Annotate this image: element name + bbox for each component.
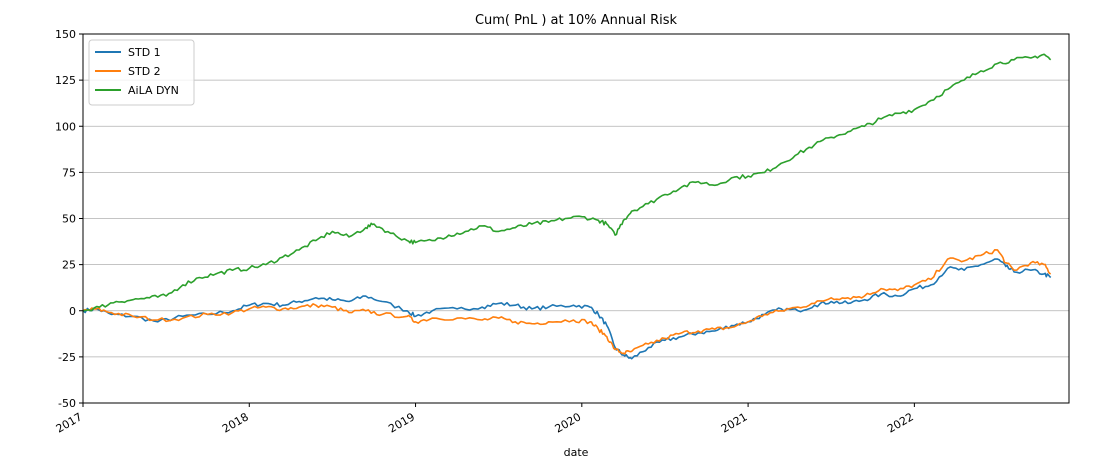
y-tick-label: 150 (55, 28, 76, 41)
x-tick-label: 2019 (386, 410, 417, 435)
y-tick-label: 0 (69, 305, 76, 318)
x-axis: 2017 2018 2019 2020 2021 2022 (54, 403, 916, 436)
legend-label: AiLA DYN (128, 84, 179, 97)
series-layer (83, 53, 1052, 360)
y-tick-label: 75 (62, 166, 76, 179)
y-tick-label: 125 (55, 74, 76, 87)
legend-label: STD 1 (128, 46, 161, 59)
series-line (83, 258, 1052, 360)
y-tick-label: 50 (62, 213, 76, 226)
x-tick-label: 2018 (220, 410, 251, 435)
x-tick-label: 2022 (885, 410, 916, 435)
legend-box (88, 39, 195, 106)
y-tick-label: 100 (55, 120, 76, 133)
y-axis: -50 -25 0 25 50 75 100 125 150 (55, 28, 83, 410)
x-tick-label: 2021 (719, 410, 750, 435)
y-tick-label: -50 (58, 397, 76, 410)
series-line (83, 53, 1052, 312)
series-line (83, 249, 1052, 355)
legend: STD 1 STD 2 AiLA DYN (88, 39, 195, 106)
y-tick-label: 25 (62, 259, 76, 272)
grid (83, 33, 1069, 404)
legend-label: STD 2 (128, 65, 161, 78)
y-tick-label: -25 (58, 351, 76, 364)
chart-title: Cum( PnL ) at 10% Annual Risk (475, 13, 678, 28)
x-axis-label: date (564, 446, 589, 459)
x-tick-label: 2020 (553, 410, 584, 435)
x-tick-label: 2017 (54, 410, 85, 435)
